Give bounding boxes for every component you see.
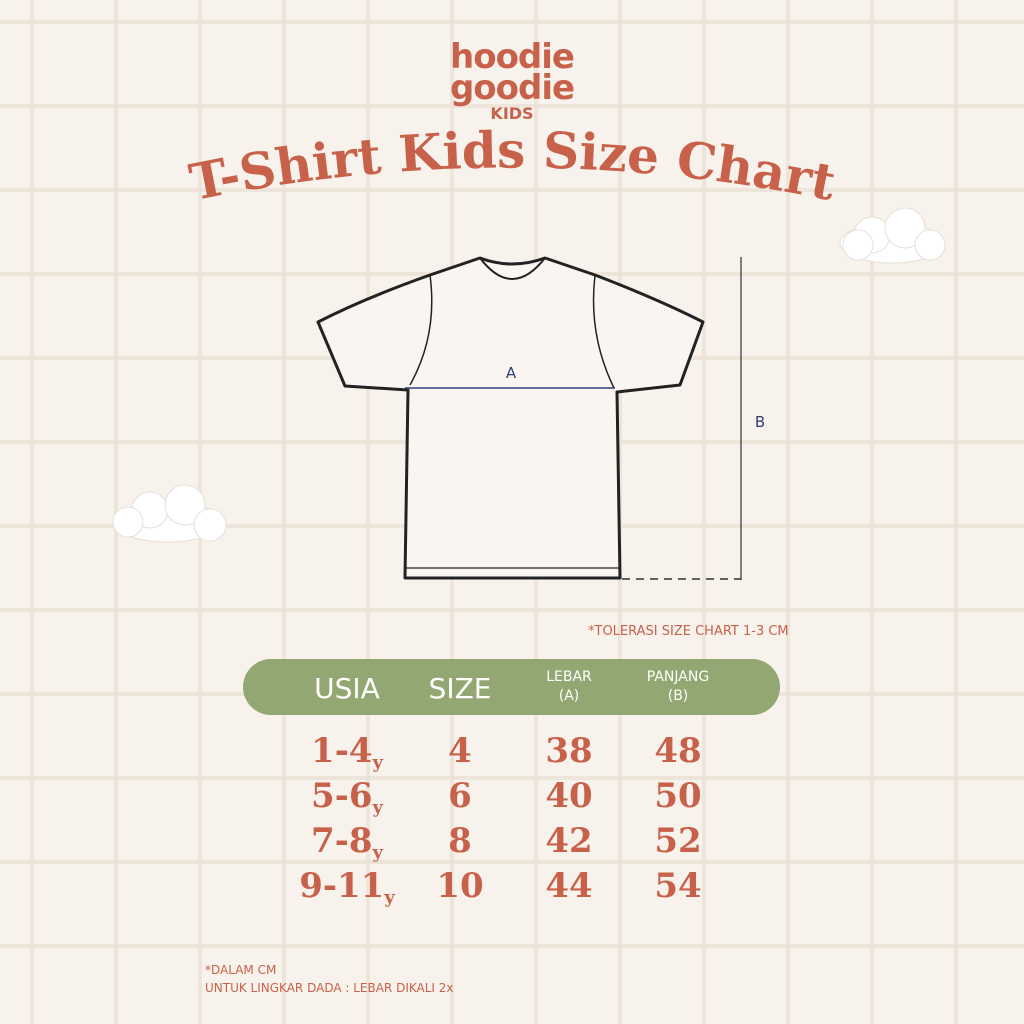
cell-panjang: 50 [654,776,701,816]
header-usia: USIA [314,672,380,705]
cloud-icon [112,484,227,543]
cell-panjang-value: 54 [654,866,702,906]
cell-lebar: 40 [545,776,592,816]
cell-size-value: 4 [448,731,472,771]
cell-usia: 5-6y [311,776,383,818]
age-unit: y [372,752,383,773]
age-unit: y [372,797,383,818]
table-header: USIA SIZE LEBAR (A) PANJANG (B) [243,659,780,715]
cell-lebar-value: 44 [545,866,593,906]
cell-usia: 1-4y [311,731,383,773]
brand-logo: hoodie goodie KIDS [0,37,1024,124]
cell-size-value: 10 [436,866,484,906]
cell-size: 10 [436,866,483,906]
cell-panjang-value: 50 [654,776,702,816]
cell-size-value: 8 [448,821,472,861]
page-title: T-Shirt Kids Size Chart [185,120,841,212]
cell-lebar-value: 42 [545,821,593,861]
cell-usia: 9-11y [299,866,395,908]
header-panjang: PANJANG (B) [647,668,709,706]
cell-usia-value: 1-4 [311,731,373,771]
cell-lebar: 38 [545,731,592,771]
cell-lebar: 44 [545,866,592,906]
cell-panjang: 54 [654,866,701,906]
cell-size: 8 [448,821,472,861]
cell-usia-value: 9-11 [299,866,385,906]
tshirt-diagram [316,256,705,580]
cell-usia: 7-8y [311,821,383,863]
cell-panjang-value: 48 [654,731,702,771]
cell-lebar: 42 [545,821,592,861]
note-unit: *DALAM CM [205,963,277,977]
logo-line-1: hoodie [450,37,575,77]
note-chest: UNTUK LINGKAR DADA : LEBAR DIKALI 2x [205,981,454,995]
header-size: SIZE [428,672,492,705]
cloud-icon [839,207,946,264]
logo-line-2: goodie [449,67,575,108]
header-lebar: LEBAR (A) [546,668,592,706]
cell-size: 4 [448,731,472,771]
cell-panjang: 52 [654,821,701,861]
header-panjang-label: PANJANG [646,669,710,685]
cell-size: 6 [448,776,472,816]
label-a: A [506,364,517,382]
age-unit: y [372,842,383,863]
header-panjang-sub: (B) [667,688,689,704]
age-unit: y [384,887,395,908]
tolerance-note: *TOLERASI SIZE CHART 1-3 CM [588,624,789,639]
cell-panjang: 48 [654,731,701,771]
cell-lebar-value: 38 [545,731,593,771]
cell-lebar-value: 40 [545,776,593,816]
header-lebar-label: LEBAR [546,669,592,685]
cell-usia-value: 7-8 [311,821,373,861]
label-b: B [755,413,765,431]
cell-size-value: 6 [448,776,472,816]
logo-line-3: KIDS [490,104,534,124]
cell-panjang-value: 52 [654,821,702,861]
cell-usia-value: 5-6 [311,776,373,816]
header-lebar-sub: (A) [558,688,580,704]
